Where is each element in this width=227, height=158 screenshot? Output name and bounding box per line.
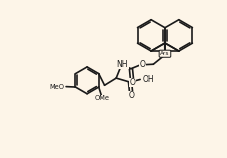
Text: NH: NH [117,60,128,69]
Text: OH: OH [142,75,154,84]
Text: Ars: Ars [160,51,170,56]
Text: OMe: OMe [94,95,109,101]
Text: O: O [130,78,136,87]
Text: O: O [129,91,135,100]
Text: O: O [140,60,146,69]
Text: MeO: MeO [50,84,65,90]
